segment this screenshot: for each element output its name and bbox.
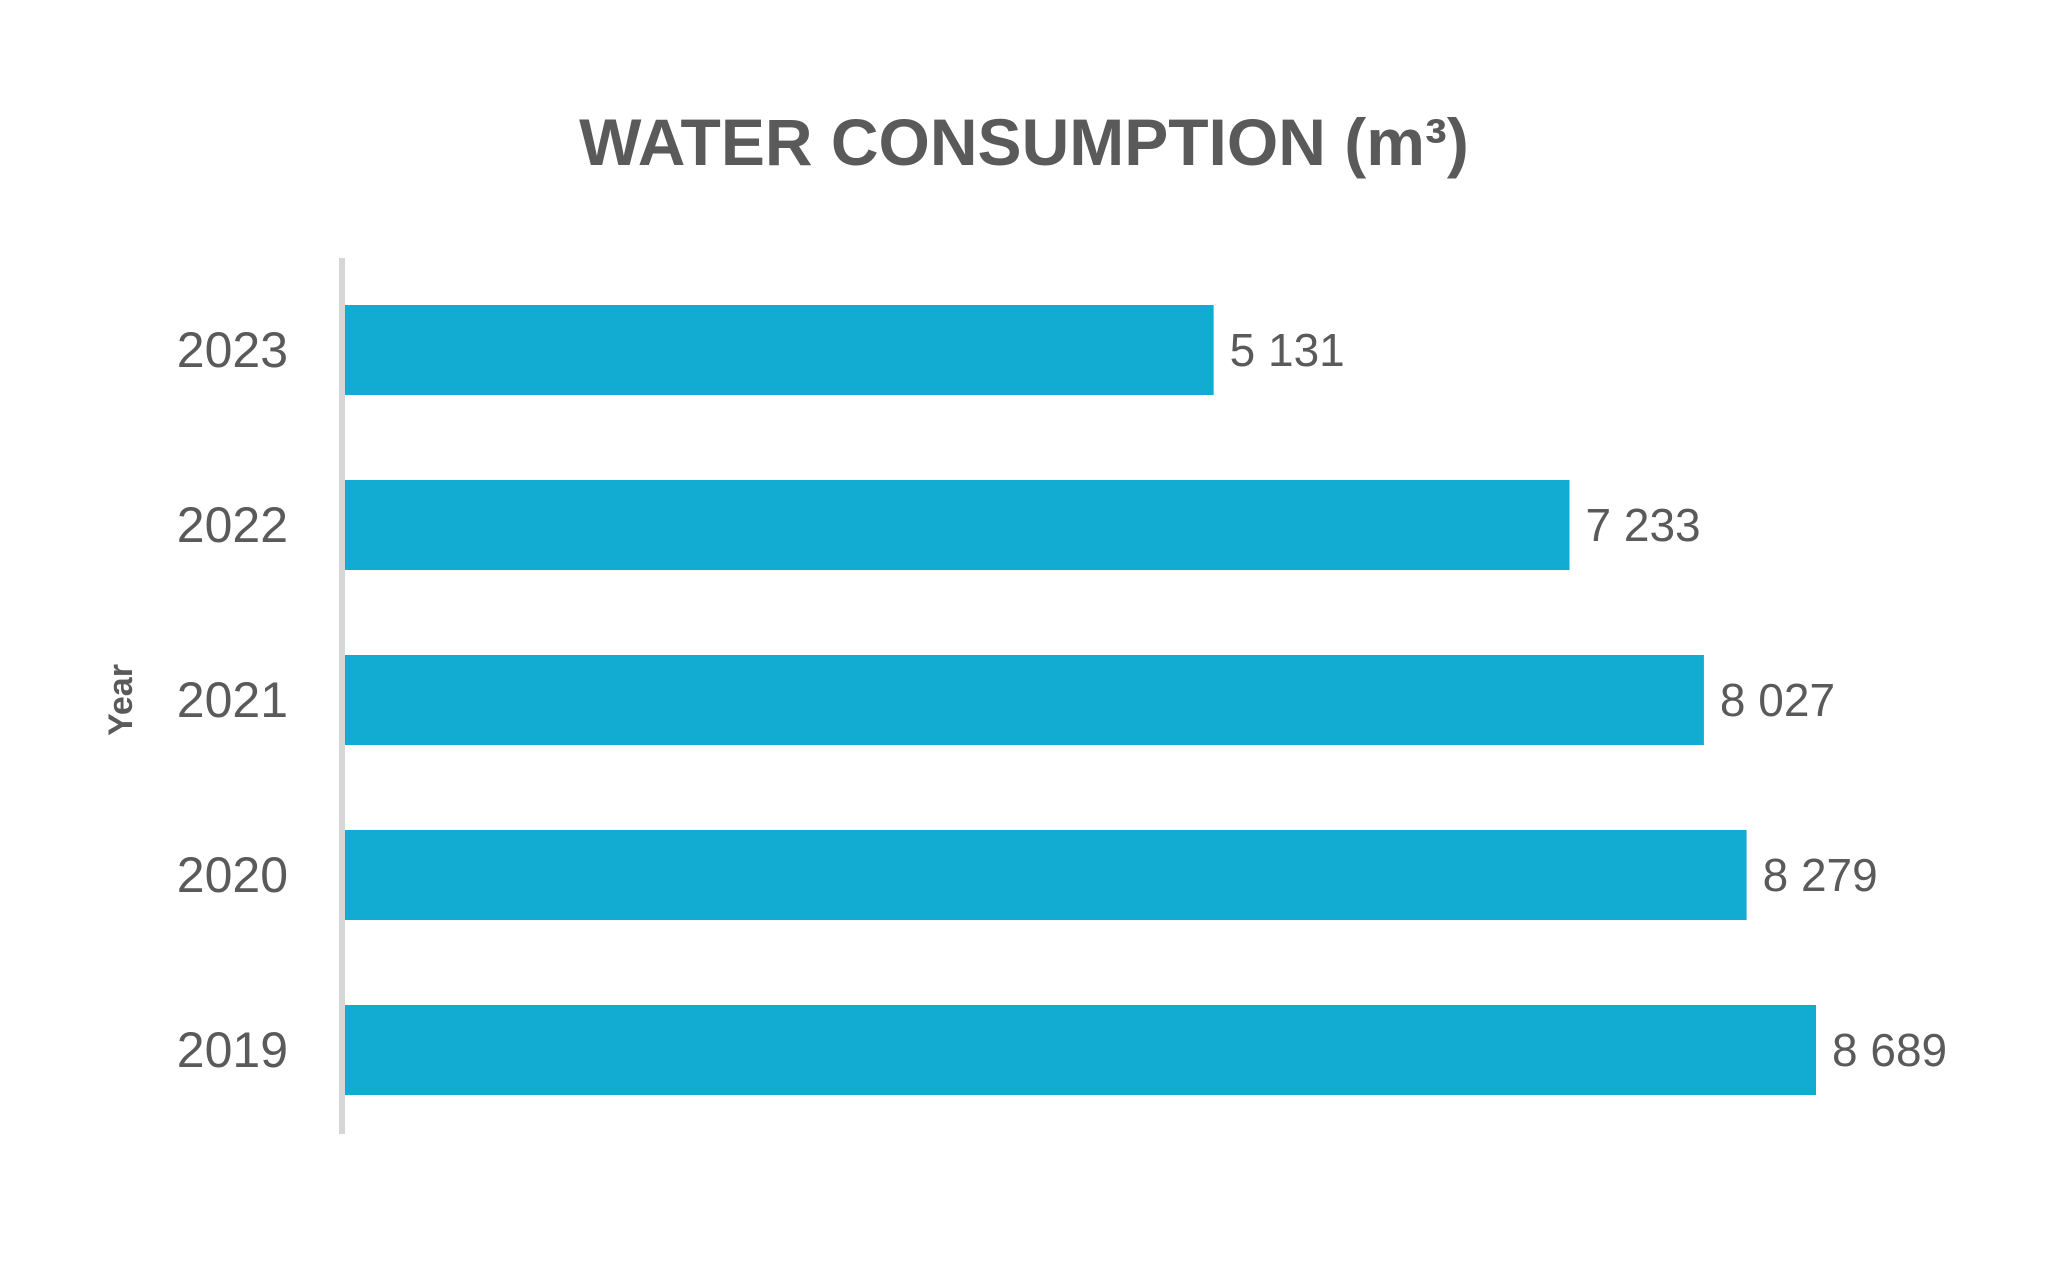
bar-2023 (345, 305, 1214, 395)
data-label-2020: 8 279 (1763, 849, 1878, 901)
y-axis-label: Year (102, 664, 140, 736)
data-label-2022: 7 233 (1586, 499, 1701, 551)
bars: 2023 5 131 2022 7 233 2021 8 027 2020 8 279 2019… (177, 305, 1947, 1095)
y-tick-label-2020: 2020 (177, 847, 288, 903)
bar-2020 (345, 830, 1747, 920)
bar-2021 (345, 655, 1704, 745)
y-tick-label-2021: 2021 (177, 672, 288, 728)
data-label-2023: 5 131 (1230, 324, 1345, 376)
chart-title: WATER CONSUMPTION (m³) (579, 105, 1469, 179)
data-label-2019: 8 689 (1832, 1024, 1947, 1076)
y-tick-label-2023: 2023 (177, 322, 288, 378)
bar-2022 (345, 480, 1570, 570)
bar-2019 (345, 1005, 1816, 1095)
y-tick-label-2019: 2019 (177, 1022, 288, 1078)
data-label-2021: 8 027 (1720, 674, 1835, 726)
y-tick-label-2022: 2022 (177, 497, 288, 553)
